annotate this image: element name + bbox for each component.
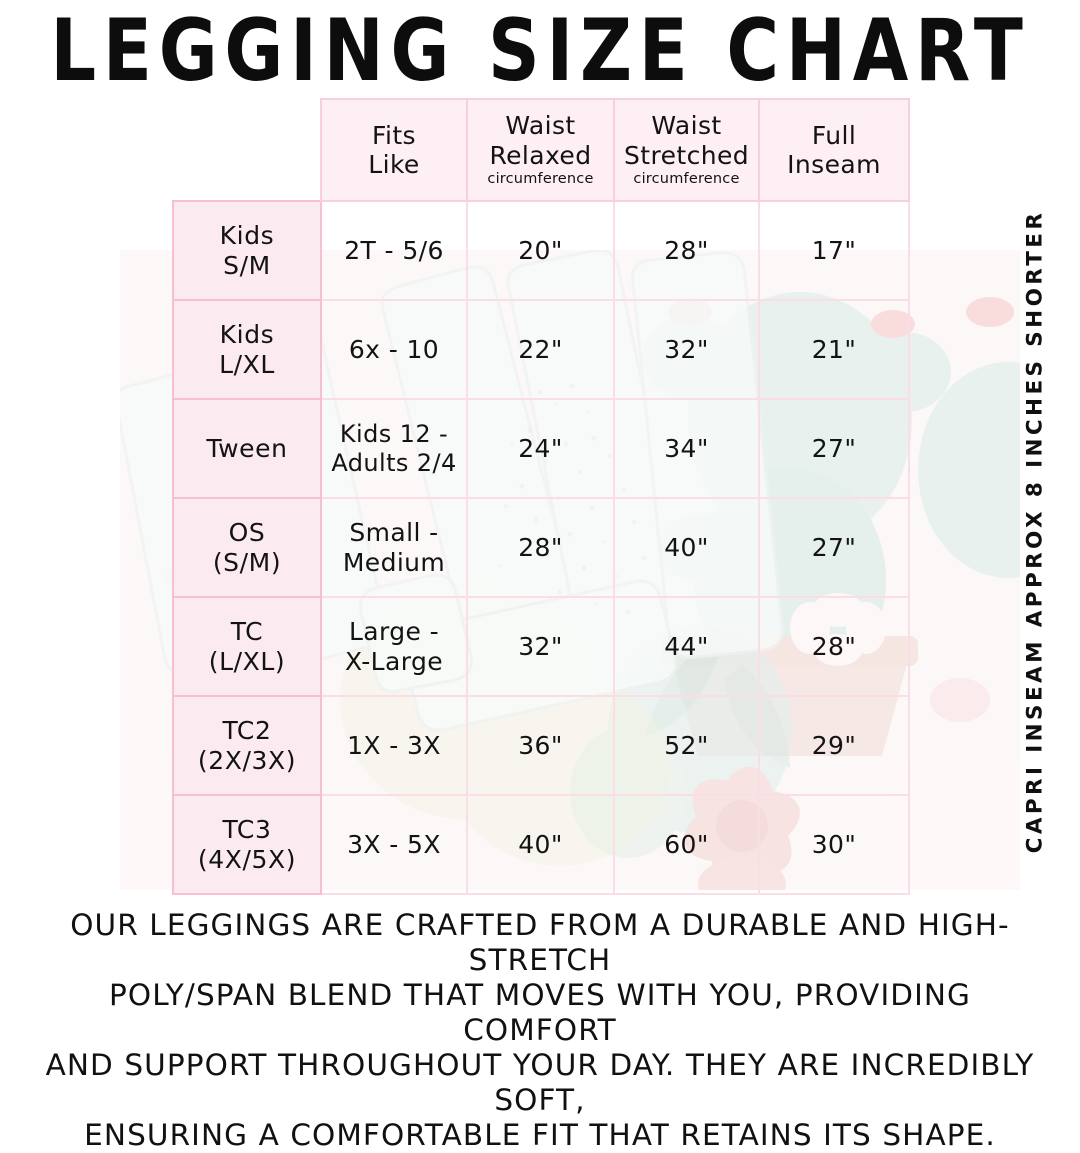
header-waist-relaxed-line2: Relaxed: [489, 140, 592, 170]
full-inseam-cell: 28": [758, 596, 910, 697]
description-line-1: OUR LEGGINGS ARE CRAFTED FROM A DURABLE …: [70, 908, 1010, 977]
capri-inseam-note: CAPRI INSEAM APPROX 8 INCHES SHORTER: [1014, 209, 1056, 853]
corner-cell: [173, 99, 321, 201]
size-label-line2: (S/M): [212, 547, 282, 577]
table-row: Kids L/XL 6x - 10 22" 32" 21": [172, 299, 910, 400]
size-label-line2: (4X/5X): [197, 844, 297, 874]
table-row: Kids S/M 2T - 5/6 20" 28" 17": [172, 200, 910, 301]
size-label-line1: Kids: [219, 220, 275, 250]
header-fits-like-line1: Fits: [372, 120, 416, 150]
header-waist-relaxed-line1: Waist: [505, 111, 576, 141]
header-fits-like: Fits Like: [320, 98, 468, 202]
table-row: TC3 (4X/5X) 3X - 5X 40" 60" 30": [172, 794, 910, 895]
size-label-line1: Kids: [219, 319, 275, 349]
fits-like-line2: Medium: [342, 547, 446, 577]
size-label-line1: TC: [230, 616, 264, 646]
waist-stretched-cell: 60": [613, 794, 760, 895]
header-full-inseam-line2: Inseam: [787, 150, 881, 179]
size-label-cell: TC3 (4X/5X): [172, 794, 322, 895]
waist-stretched-cell: 40": [613, 497, 760, 598]
table-row: Tween Kids 12 - Adults 2/4 24" 34" 27": [172, 398, 910, 499]
header-waist-relaxed: Waist Relaxed circumference: [466, 98, 615, 202]
fits-like-line1: 6x - 10: [348, 334, 440, 364]
header-waist-stretched-line1: Waist: [651, 111, 722, 141]
waist-stretched-cell: 34": [613, 398, 760, 499]
waist-relaxed-cell: 20": [466, 200, 615, 301]
table-row: TC (L/XL) Large - X-Large 32" 44" 28": [172, 596, 910, 697]
waist-relaxed-cell: 36": [466, 695, 615, 796]
header-full-inseam-line1: Full: [811, 120, 857, 150]
waist-relaxed-cell: 32": [466, 596, 615, 697]
size-label-line1: TC3: [222, 814, 272, 844]
full-inseam-cell: 27": [758, 497, 910, 598]
fits-like-cell: 1X - 3X: [320, 695, 468, 796]
fits-like-line2: X-Large: [344, 646, 444, 676]
fits-like-cell: Small - Medium: [320, 497, 468, 598]
fits-like-cell: 6x - 10: [320, 299, 468, 400]
description-line-4: ENSURING A COMFORTABLE FIT THAT RETAINS …: [84, 1118, 996, 1152]
full-inseam-cell: 27": [758, 398, 910, 499]
header-waist-stretched-sub: circumference: [633, 171, 740, 188]
fits-like-line1: 1X - 3X: [347, 730, 441, 760]
waist-stretched-cell: 28": [613, 200, 760, 301]
size-label-line2: S/M: [223, 250, 271, 280]
table-row: OS (S/M) Small - Medium 28" 40" 27": [172, 497, 910, 598]
header-full-inseam: Full Inseam: [758, 98, 910, 202]
capri-inseam-note-text: CAPRI INSEAM APPROX 8 INCHES SHORTER: [1022, 209, 1048, 853]
full-inseam-cell: 17": [758, 200, 910, 301]
fits-like-line1: Small -: [349, 517, 439, 547]
table-row: TC2 (2X/3X) 1X - 3X 36" 52" 29": [172, 695, 910, 796]
fits-like-cell: 2T - 5/6: [320, 200, 468, 301]
fits-like-line1: 2T - 5/6: [344, 235, 444, 265]
size-label-cell: TC (L/XL): [172, 596, 322, 697]
waist-stretched-cell: 44": [613, 596, 760, 697]
full-inseam-cell: 21": [758, 299, 910, 400]
size-label-cell: Kids L/XL: [172, 299, 322, 400]
size-label-line2: (L/XL): [208, 646, 286, 676]
fits-like-line1: Kids 12 -: [339, 419, 449, 448]
header-waist-stretched: Waist Stretched circumference: [613, 98, 760, 202]
waist-stretched-cell: 32": [613, 299, 760, 400]
fits-like-line1: Large -: [348, 616, 440, 646]
waist-relaxed-cell: 22": [466, 299, 615, 400]
size-label-line1: TC2: [222, 715, 272, 745]
description-line-3: AND SUPPORT THROUGHOUT YOUR DAY. THEY AR…: [45, 1048, 1035, 1117]
waist-stretched-cell: 52": [613, 695, 760, 796]
waist-relaxed-cell: 24": [466, 398, 615, 499]
header-fits-like-line2: Like: [368, 150, 420, 179]
size-label-line2: (2X/3X): [197, 745, 297, 775]
size-label-line1: OS: [228, 517, 266, 547]
fits-like-cell: 3X - 5X: [320, 794, 468, 895]
waist-relaxed-cell: 40": [466, 794, 615, 895]
size-label-cell: OS (S/M): [172, 497, 322, 598]
fits-like-line2: Adults 2/4: [331, 448, 457, 477]
fits-like-cell: Large - X-Large: [320, 596, 468, 697]
fits-like-line1: 3X - 5X: [347, 829, 441, 859]
size-label-line2: L/XL: [219, 349, 275, 379]
size-label-cell: Tween: [172, 398, 322, 499]
size-label-line1: Tween: [206, 433, 288, 463]
header-waist-stretched-line2: Stretched: [623, 140, 750, 170]
product-description: OUR LEGGINGS ARE CRAFTED FROM A DURABLE …: [40, 908, 1040, 1153]
page-title: LEGGING SIZE CHART: [50, 1, 1030, 101]
full-inseam-cell: 29": [758, 695, 910, 796]
fits-like-cell: Kids 12 - Adults 2/4: [320, 398, 468, 499]
header-waist-relaxed-sub: circumference: [487, 171, 594, 188]
size-label-cell: Kids S/M: [172, 200, 322, 301]
size-label-cell: TC2 (2X/3X): [172, 695, 322, 796]
description-line-2: POLY/SPAN BLEND THAT MOVES WITH YOU, PRO…: [108, 978, 971, 1047]
full-inseam-cell: 30": [758, 794, 910, 895]
waist-relaxed-cell: 28": [466, 497, 615, 598]
table-header-row: Fits Like Waist Relaxed circumference Wa…: [173, 98, 910, 202]
legging-size-chart-table: Fits Like Waist Relaxed circumference Wa…: [172, 98, 910, 895]
